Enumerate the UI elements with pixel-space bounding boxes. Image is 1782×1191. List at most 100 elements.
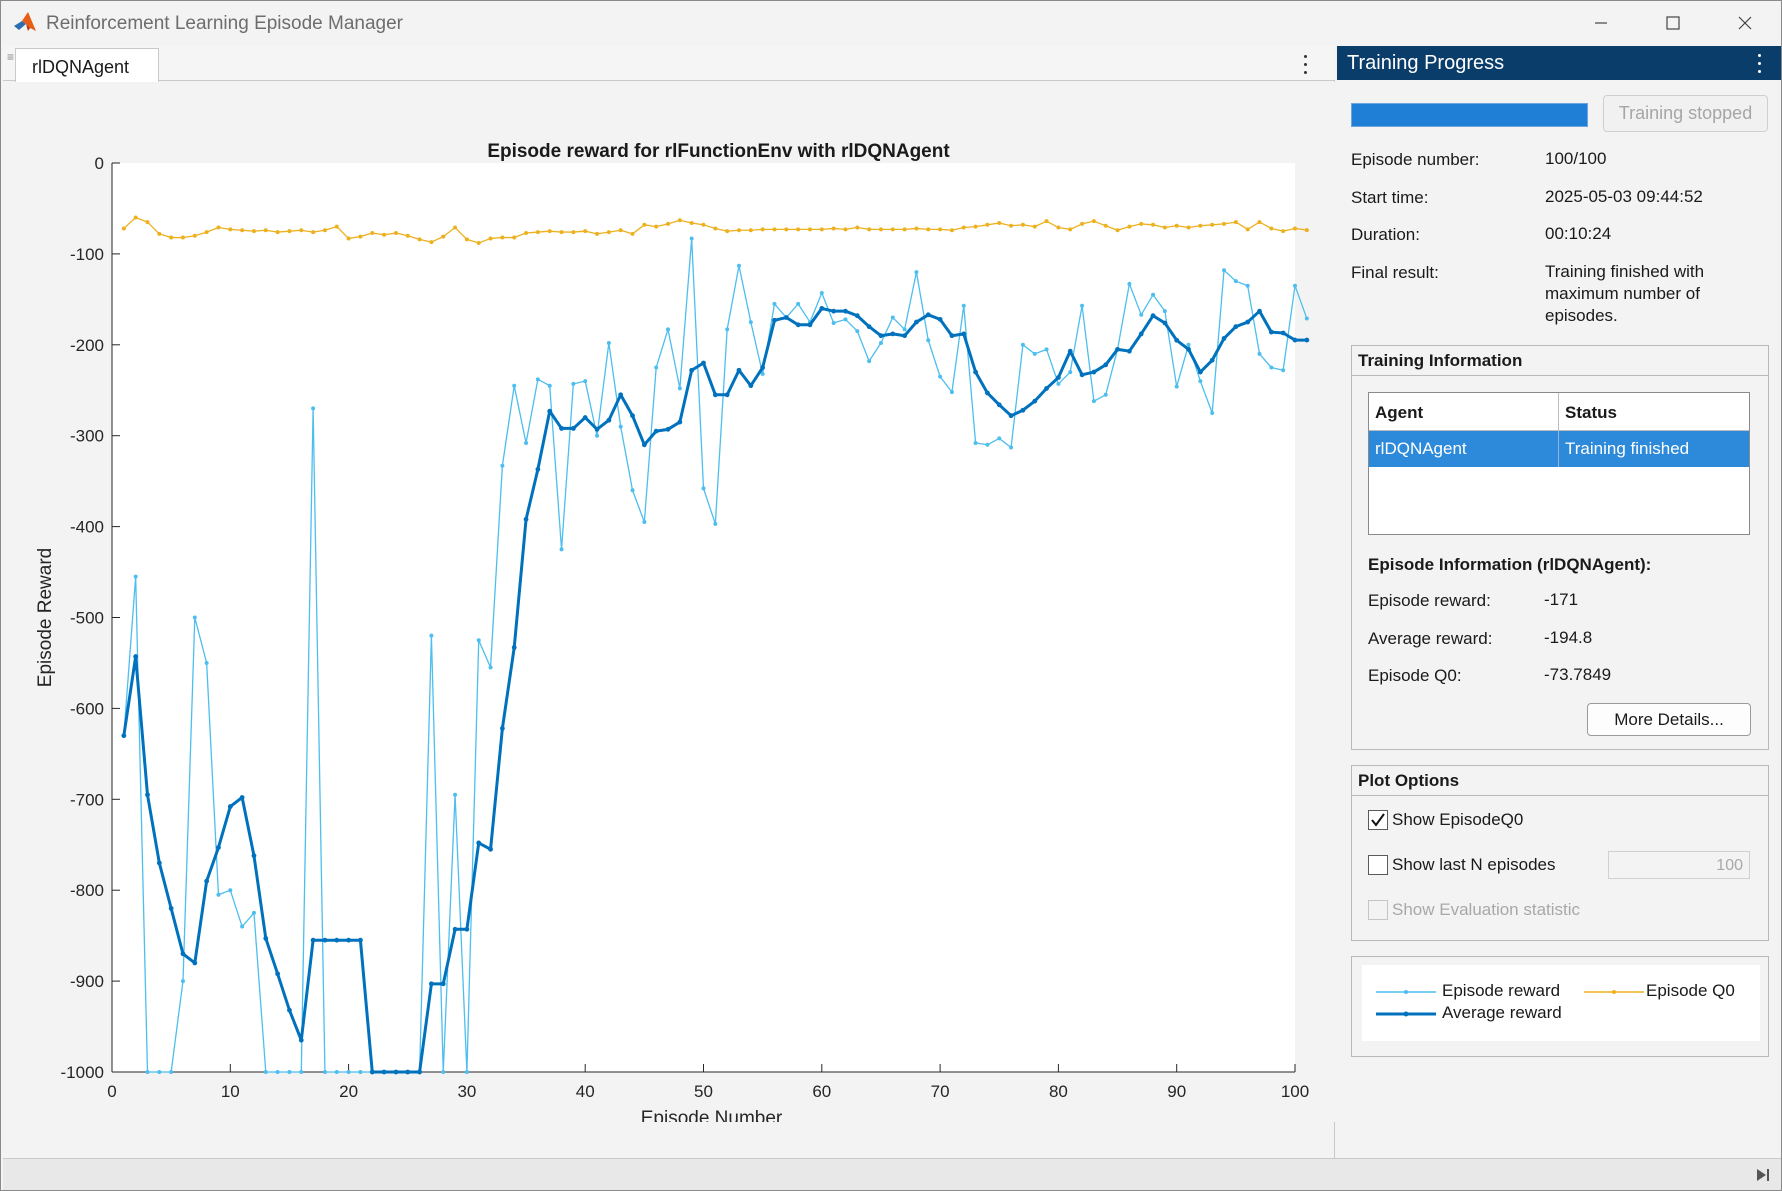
checkbox-checked-icon[interactable] (1368, 810, 1388, 830)
show-evaluation-checkbox[interactable]: Show Evaluation statistic (1368, 898, 1580, 922)
panel-menu-icon[interactable] (1755, 51, 1763, 75)
legend-group: Episode reward Average reward Episode Q0 (1351, 956, 1769, 1057)
episode-reward-point (299, 1070, 304, 1074)
average-reward-point (570, 426, 576, 431)
title-bar[interactable]: Reinforcement Learning Episode Manager (1, 1, 1781, 46)
average-reward-point (606, 417, 612, 423)
average-reward-point (748, 383, 754, 389)
average-reward-point (772, 317, 777, 323)
final-result-label: Final result: (1351, 263, 1439, 282)
average-reward-point (452, 926, 458, 932)
average-reward-point (310, 937, 316, 943)
episode-q0-point (405, 233, 410, 238)
episode-q0-point (524, 230, 529, 235)
average-reward-point (641, 442, 647, 448)
average-reward-point (346, 937, 351, 943)
average-reward-point (156, 860, 162, 866)
x-tick-label: 40 (576, 1082, 595, 1101)
episode-q0-point (1210, 222, 1215, 227)
status-column-header[interactable]: Status (1559, 393, 1749, 431)
drag-grip-icon[interactable]: ≡ (7, 50, 15, 64)
episode-q0-point (748, 228, 753, 233)
episode-reward-point (772, 301, 777, 306)
episode-q0-point (204, 230, 209, 235)
episode-q0-point (263, 228, 268, 233)
episode-q0-point (736, 228, 741, 233)
episode-q0-point (819, 227, 824, 232)
average-reward-point (831, 308, 837, 314)
episode-q0-point (334, 224, 339, 229)
episode-reward-point (1151, 292, 1156, 297)
minimize-button[interactable] (1566, 5, 1636, 41)
episode-q0-point (1020, 222, 1025, 227)
episode-reward-point (133, 574, 138, 579)
episode-reward-point (595, 433, 600, 438)
average-reward-point (298, 1037, 304, 1043)
document-menu-icon[interactable] (1301, 52, 1309, 76)
episode-reward-point (559, 547, 564, 552)
average-reward-point (322, 937, 328, 943)
average-reward-point (1115, 346, 1120, 352)
episode-reward-point (453, 792, 458, 797)
episode-reward-point (855, 329, 860, 334)
episode-reward-point (689, 236, 694, 241)
episode-q0-point (807, 227, 812, 232)
maximize-button[interactable] (1638, 5, 1708, 41)
agent-column-header[interactable]: Agent (1369, 393, 1559, 431)
average-reward-point (712, 392, 718, 398)
average-reward-point (665, 426, 671, 432)
episode-q0-point (1257, 220, 1262, 225)
episode-q0-point (133, 215, 138, 220)
episode-reward-point (1293, 283, 1297, 288)
episode-reward-point (1091, 399, 1096, 404)
episode-q0-point (358, 234, 363, 239)
episode-reward-point (630, 488, 635, 493)
average-reward-point (1304, 337, 1310, 343)
average-reward-point (1221, 336, 1227, 341)
episode-q0-point (393, 230, 398, 235)
average-reward-point (582, 415, 588, 420)
last-n-input[interactable]: 100 (1608, 851, 1750, 879)
episode-q0-point (666, 221, 671, 226)
plot-area: 0 10 20 30 40 50 60 70 80 90 100 0 -100 -200 -300 -400 -… (3, 82, 1335, 1129)
tab-rldqnagent[interactable]: rlDQNAgent (15, 48, 159, 82)
show-last-n-checkbox[interactable]: Show last N episodes (1368, 853, 1555, 877)
show-episodeq0-checkbox[interactable]: Show EpisodeQ0 (1368, 808, 1523, 832)
episode-q0-point (476, 240, 481, 245)
episode-q0-point (180, 235, 185, 240)
average-reward-point (724, 392, 730, 398)
table-row[interactable]: rlDQNAgent Training finished (1369, 431, 1749, 467)
more-details-button[interactable]: More Details... (1587, 703, 1751, 736)
average-reward-point (216, 845, 221, 850)
close-icon (1738, 16, 1752, 30)
checkbox-unchecked-icon[interactable] (1368, 855, 1388, 875)
episode-q0-point (1304, 228, 1309, 233)
status-bar (3, 1158, 1781, 1190)
average-reward-point (180, 951, 186, 957)
checkbox-disabled-icon[interactable] (1368, 900, 1388, 920)
close-button[interactable] (1710, 5, 1780, 41)
panel-title: Training Progress (1347, 52, 1505, 74)
agent-cell: rlDQNAgent (1369, 431, 1559, 467)
episode-reward-point (311, 406, 316, 411)
training-stopped-button[interactable]: Training stopped (1603, 95, 1768, 132)
episode-reward-point (890, 315, 895, 320)
y-tick-label: -1000 (61, 1063, 104, 1082)
final-result-line-3: episodes. (1545, 306, 1618, 325)
matlab-logo-icon (14, 12, 36, 31)
x-tick-label: 80 (1049, 1082, 1068, 1101)
average-reward-point (1091, 369, 1097, 375)
plot-options-group: Plot Options Show EpisodeQ0 Show last N … (1351, 765, 1769, 941)
episode-reward-point (736, 263, 741, 268)
episode-reward-point (642, 520, 647, 525)
collapse-panel-icon[interactable] (1755, 1167, 1771, 1183)
episode-q0-point (417, 237, 422, 242)
episode-reward-point (571, 381, 576, 386)
episode-reward-point (938, 374, 943, 379)
episode-q0-point (701, 222, 706, 227)
episode-reward-point (760, 371, 765, 376)
episode-number-label: Episode number: (1351, 150, 1480, 169)
episode-number-value: 100/100 (1545, 149, 1607, 168)
training-information-group: Training Information Agent Status rlDQNA… (1351, 345, 1769, 750)
average-reward-value: -194.8 (1544, 628, 1593, 647)
